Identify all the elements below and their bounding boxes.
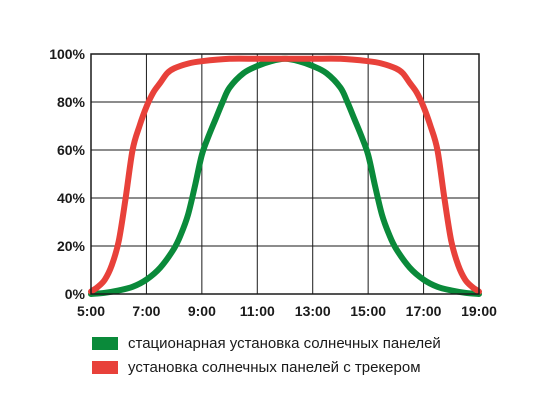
legend-label-tracker: установка солнечных панелей с трекером [128, 358, 421, 376]
legend-label-stationary: стационарная установка солнечных панелей [128, 334, 441, 352]
y-tick-labels: 0% 20% 40% 60% 80% 100% [49, 46, 85, 302]
y-tick-label: 80% [57, 94, 86, 110]
legend-item-stationary: стационарная установка солнечных панелей [92, 331, 441, 355]
x-tick-label: 11:00 [240, 303, 275, 319]
y-tick-label: 0% [65, 286, 86, 302]
legend-swatch-tracker [92, 360, 118, 374]
y-tick-label: 60% [57, 142, 86, 158]
series-line-tracker [88, 55, 482, 295]
x-tick-label: 13:00 [295, 303, 331, 319]
x-tick-labels: 5:00 7:00 9:00 11:00 13:00 15:00 17:00 19:00 [77, 303, 497, 319]
x-tick-label: 15:00 [350, 303, 386, 319]
series-lines [88, 55, 482, 297]
x-tick-label: 9:00 [188, 303, 216, 319]
x-tick-label: 5:00 [77, 303, 105, 319]
grid [91, 54, 479, 294]
y-tick-label: 40% [57, 190, 86, 206]
y-tick-label: 20% [57, 238, 86, 254]
x-tick-label: 19:00 [461, 303, 497, 319]
x-tick-label: 7:00 [132, 303, 160, 319]
legend: стационарная установка солнечных панелей… [92, 331, 441, 379]
y-tick-label: 100% [49, 46, 85, 62]
x-tick-label: 17:00 [406, 303, 442, 319]
plot-frame [90, 53, 480, 295]
legend-item-tracker: установка солнечных панелей с трекером [92, 355, 441, 379]
legend-swatch-stationary [92, 336, 118, 350]
